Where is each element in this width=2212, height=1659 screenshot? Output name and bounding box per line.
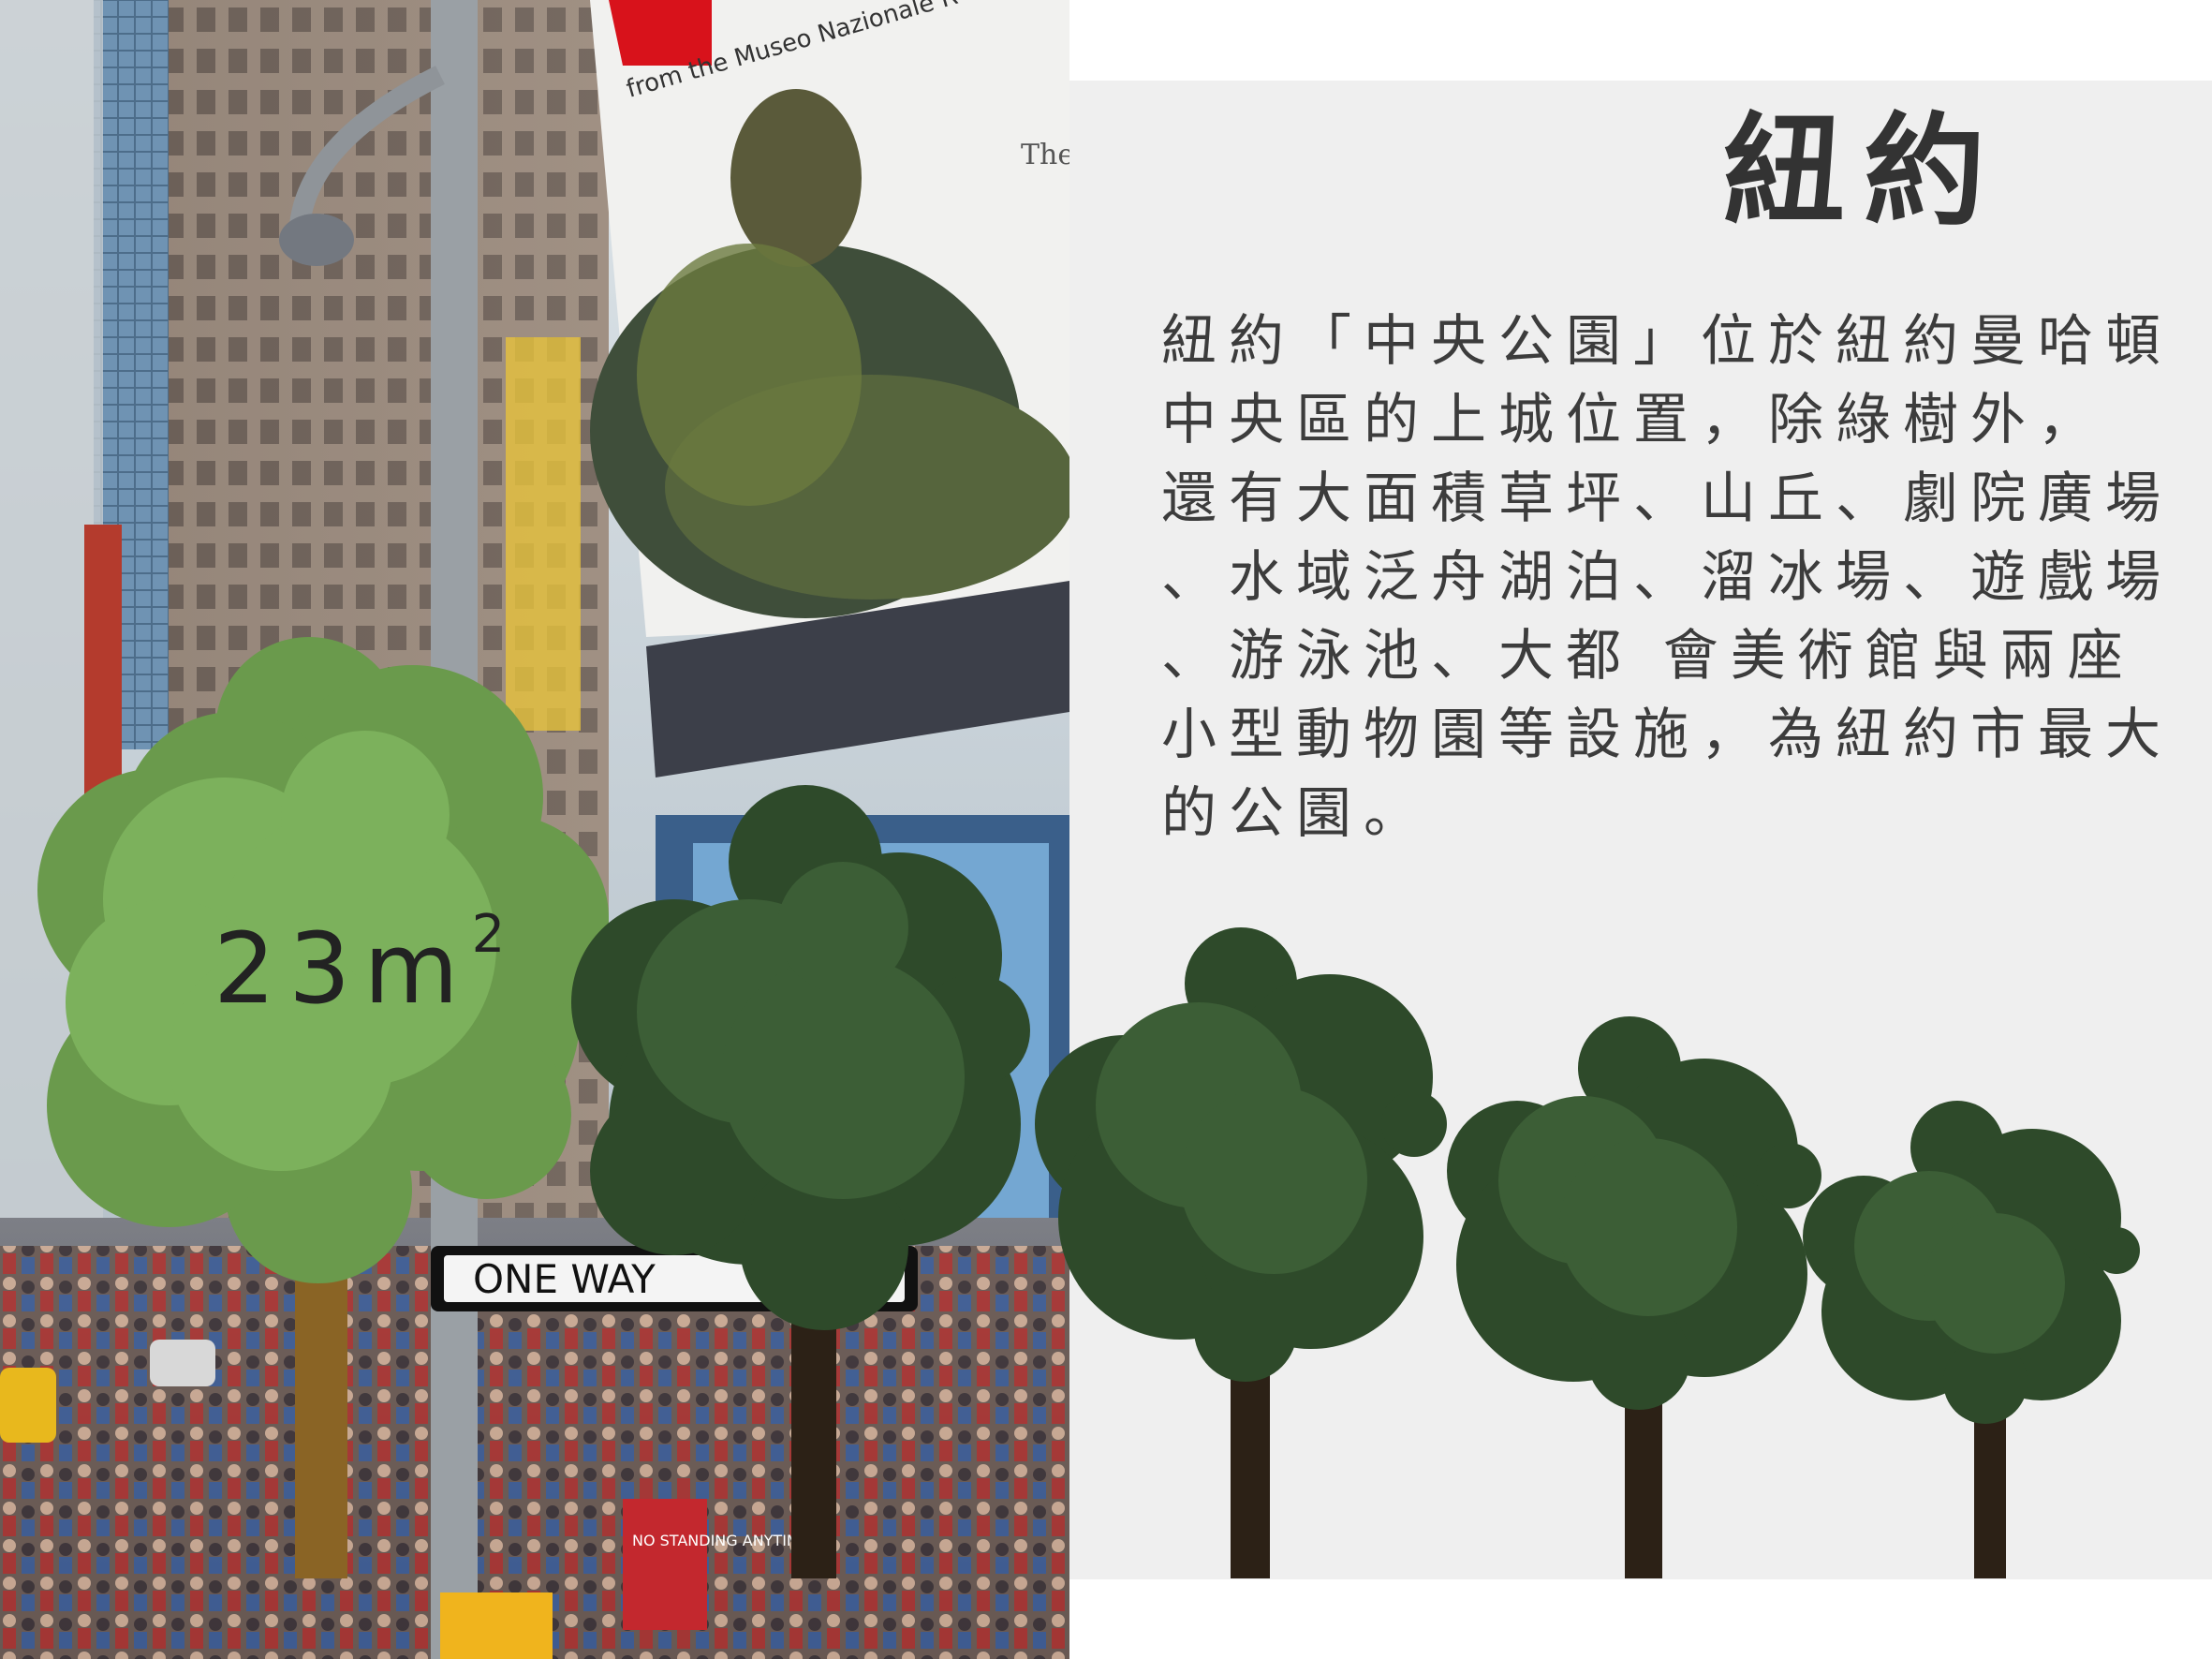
area-number: 23m xyxy=(214,911,472,1026)
no-standing-sign: NO STANDING ANYTIME xyxy=(632,1532,809,1549)
one-way-sign: ONE WAY xyxy=(473,1256,656,1302)
poster-the: The xyxy=(1021,139,1069,171)
description-line: 小型動物園等設施，為紐約市最大 xyxy=(1161,702,2174,766)
description-line: 還有大面積草坪、山丘、劇院廣場 xyxy=(1161,466,2174,530)
description-line: 中央區的上城位置，除綠樹外， xyxy=(1161,387,2106,452)
times-square-photo: from the Museo Nazionale R The ONE WAY N… xyxy=(0,0,1069,1659)
description-line: 、游泳池、大都 會美術館與兩座 xyxy=(1161,623,2135,688)
description-line: 的公園。 xyxy=(1161,780,1432,845)
description-line: 紐約「中央公園」位於紐約曼哈頓 xyxy=(1161,308,2174,373)
description-paragraph: 紐約「中央公園」位於紐約曼哈頓 中央區的上城位置，除綠樹外， 還有大面積草坪、山… xyxy=(1161,302,2174,852)
page-title: 紐約 xyxy=(1723,100,2005,243)
description-line: 、水域泛舟湖泊、溜冰場、遊戲場 xyxy=(1161,544,2174,609)
area-superscript: 2 xyxy=(471,904,506,965)
area-value: 23m2 xyxy=(214,909,505,1018)
